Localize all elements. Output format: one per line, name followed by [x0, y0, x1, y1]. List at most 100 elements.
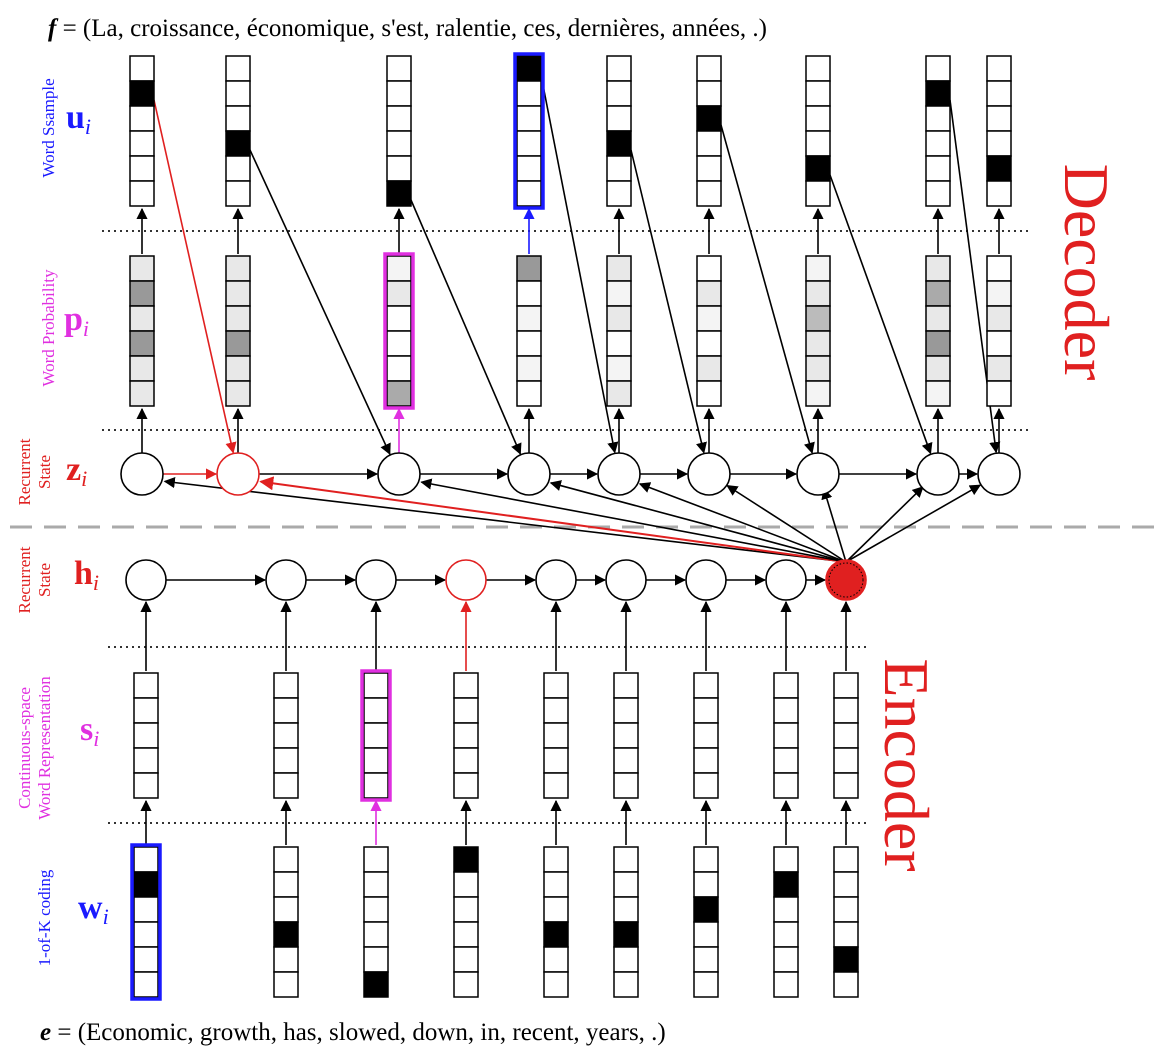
arrow-context-to-z	[549, 480, 847, 563]
onehot-vector-cell	[693, 846, 719, 873]
onehot-vector-cell	[453, 971, 479, 998]
word-sample-vector-cell	[805, 130, 831, 157]
word-probability-vector-cell	[516, 355, 542, 382]
word-representation-vector-cell	[453, 672, 479, 699]
encoder-state-node	[765, 559, 807, 601]
word-probability-vector-cell	[805, 255, 831, 282]
word-sample-vector-cell	[225, 180, 251, 207]
word-sample-vector-cell	[696, 180, 722, 207]
word-probability-vector-cell	[925, 330, 951, 357]
onehot-vector-cell	[833, 846, 859, 873]
word-probability-vector	[129, 255, 155, 407]
word-sample-vector-cell	[805, 80, 831, 107]
word-representation-vector-cell	[273, 772, 299, 799]
word-probability-vector-cell	[606, 280, 632, 307]
word-sample-vector-cell	[129, 180, 155, 207]
onehot-vector-cell	[363, 871, 389, 898]
onehot-vector-cell	[773, 971, 799, 998]
word-probability-vector-cell	[986, 380, 1012, 407]
word-sample-vector	[386, 55, 412, 207]
onehot-vector-cell	[693, 921, 719, 948]
onehot-vector-cell	[543, 971, 569, 998]
onehot-vector	[363, 846, 389, 998]
word-probability-vector-cell	[129, 305, 155, 332]
onehot-vector-cell	[613, 871, 639, 898]
word-probability-vector-cell	[225, 355, 251, 382]
onehot-vector-cell	[273, 971, 299, 998]
onehot-vector-cell	[773, 921, 799, 948]
word-probability-vector	[225, 255, 251, 407]
word-sample-vector-cell	[225, 80, 251, 107]
row-caption-s: Word Representation	[35, 676, 54, 820]
word-sample-vector-cell	[386, 155, 412, 182]
word-representation-vector-cell	[133, 747, 159, 774]
onehot-vector-cell	[273, 871, 299, 898]
word-sample-vector-cell	[925, 180, 951, 207]
word-probability-vector-cell	[925, 280, 951, 307]
onehot-vector-cell	[613, 971, 639, 998]
row-symbol-z: zi	[66, 451, 87, 491]
word-probability-vector-cell	[805, 330, 831, 357]
word-sample-vector-cell	[696, 55, 722, 82]
word-sample-vector-cell	[129, 105, 155, 132]
onehot-vector-cell	[773, 896, 799, 923]
word-sample-vector-cell	[129, 55, 155, 82]
word-representation-vector-cell	[693, 747, 719, 774]
decoder-state-node	[377, 452, 421, 496]
word-representation-vector-cell	[273, 697, 299, 724]
word-probability-vector-cell	[386, 305, 412, 332]
onehot-vector-cell	[273, 921, 299, 948]
arrow-sample-feedback	[249, 149, 391, 456]
decoder-state-node	[796, 452, 840, 496]
word-sample-vector-cell	[516, 155, 542, 182]
word-representation-vector	[273, 672, 299, 799]
word-representation-vector-cell	[363, 672, 389, 699]
word-representation-vector-cell	[363, 697, 389, 724]
word-sample-vector-cell	[606, 155, 632, 182]
onehot-vector-cell	[833, 971, 859, 998]
word-sample-vector	[606, 55, 632, 207]
encoder-state-node	[125, 559, 167, 601]
word-sample-vector-cell	[805, 180, 831, 207]
word-representation-vector-cell	[543, 672, 569, 699]
word-sample-vector	[986, 55, 1012, 207]
word-sample-vector-cell	[225, 130, 251, 157]
word-sample-vector-cell	[986, 55, 1012, 82]
word-sample-vector-cell	[129, 80, 155, 107]
row-label-h: hi Recurrent State	[15, 546, 99, 613]
word-representation-vector	[693, 672, 719, 799]
onehot-vector-cell	[613, 846, 639, 873]
word-representation-vector-cell	[133, 697, 159, 724]
word-representation-vector-cell	[693, 672, 719, 699]
arrow-context-to-z	[259, 476, 847, 563]
word-sample-vector-cell	[516, 55, 542, 82]
word-probability-vector	[805, 255, 831, 407]
encoder-state-node	[685, 559, 727, 601]
word-probability-vector-cell	[516, 305, 542, 332]
word-sample-vector-cell	[386, 180, 412, 207]
word-probability-vector-highlight	[383, 252, 415, 410]
word-sample-vector-cell	[925, 130, 951, 157]
word-representation-vector-cell	[133, 772, 159, 799]
word-representation-vector-cell	[693, 697, 719, 724]
onehot-vector	[773, 846, 799, 998]
row-symbol-h: hi	[74, 555, 99, 595]
onehot-vector-cell	[363, 946, 389, 973]
word-probability-vector-cell	[386, 330, 412, 357]
onehot-vector	[543, 846, 569, 998]
word-sample-vector-cell	[696, 130, 722, 157]
word-probability-vector-cell	[805, 355, 831, 382]
word-probability-vector-cell	[805, 305, 831, 332]
word-probability-vector	[516, 255, 542, 407]
word-sample-vector-cell	[129, 155, 155, 182]
onehot-vector-cell	[693, 971, 719, 998]
word-sample-vector-highlight	[513, 52, 545, 210]
word-representation-vector	[773, 672, 799, 799]
word-probability-vector-cell	[516, 330, 542, 357]
onehot-vector-cell	[133, 946, 159, 973]
encoder-label: Encoder	[871, 658, 942, 871]
word-probability-vector-cell	[386, 280, 412, 307]
row-label-s: si Continuous-space Word Representation	[15, 676, 99, 820]
row-symbol-u: ui	[66, 99, 91, 139]
